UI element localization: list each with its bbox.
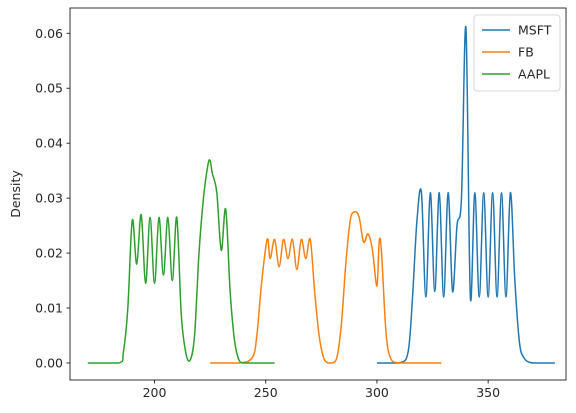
legend-box bbox=[473, 14, 561, 92]
series-line-aapl bbox=[87, 159, 275, 364]
y-tick-label: 0.03 bbox=[35, 191, 63, 206]
legend-label-msft: MSFT bbox=[518, 23, 552, 38]
y-tick-label: 0.05 bbox=[35, 81, 63, 96]
series-line-msft bbox=[376, 25, 555, 364]
y-tick-label: 0.06 bbox=[35, 26, 63, 41]
series-line-fb bbox=[210, 211, 442, 364]
legend: MSFT FB AAPL bbox=[473, 14, 561, 92]
plot-lines bbox=[87, 25, 555, 364]
y-tick-label: 0.02 bbox=[35, 246, 63, 261]
x-tick-label: 250 bbox=[254, 385, 278, 400]
y-axis-label: Density bbox=[8, 170, 23, 218]
x-tick-label: 350 bbox=[476, 385, 500, 400]
x-tick-label: 300 bbox=[365, 385, 389, 400]
axes: 200 250 300 350 0.00 0.01 0.02 0.03 0.04 0.05 0.06 bbox=[35, 7, 567, 400]
legend-label-fb: FB bbox=[518, 45, 534, 60]
y-tick-label: 0.01 bbox=[35, 301, 63, 316]
legend-label-aapl: AAPL bbox=[518, 67, 550, 82]
plot-frame bbox=[69, 7, 567, 381]
x-tick-label: 200 bbox=[143, 385, 167, 400]
y-tick-label: 0.00 bbox=[35, 355, 63, 370]
y-tick-label: 0.04 bbox=[35, 136, 63, 151]
